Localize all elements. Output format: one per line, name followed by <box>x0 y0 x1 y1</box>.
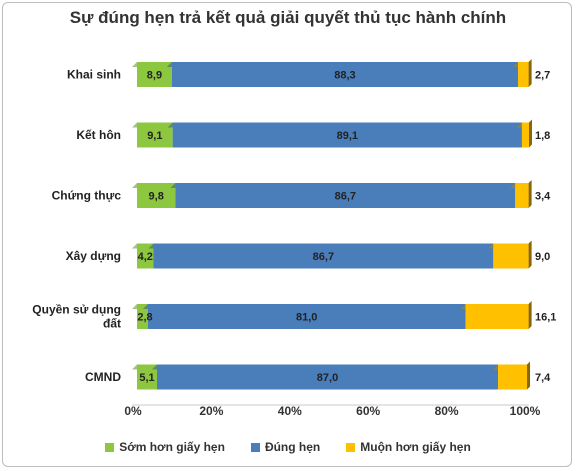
bar-segment <box>515 183 529 208</box>
bar-segment <box>518 62 529 87</box>
category-label: Kết hôn <box>76 128 121 142</box>
data-label-ontime: 86,7 <box>335 191 356 203</box>
data-label-early: 4,2 <box>138 251 153 263</box>
x-tick-label: 20% <box>199 404 223 418</box>
data-label-early: 9,1 <box>147 130 162 142</box>
data-label-ontime: 88,3 <box>334 70 355 82</box>
bar-end-face <box>528 240 532 269</box>
legend-swatch-early <box>105 442 115 452</box>
bar-segment <box>498 364 528 390</box>
bar-segment <box>172 122 522 148</box>
bar-segment <box>156 364 499 390</box>
chart-legend: Sớm hơn giấy hẹn Đúng hẹn Muộn hơn giấy … <box>0 440 576 454</box>
legend-swatch-late <box>346 442 356 452</box>
bar-segment <box>521 122 529 148</box>
bar-segment <box>137 364 157 390</box>
category-label: CMND <box>85 370 121 384</box>
bar-segment <box>137 243 154 269</box>
bar-end-face <box>528 180 532 208</box>
bar-end-face <box>529 119 532 148</box>
category-label: đất <box>103 317 121 331</box>
x-tick-label: 40% <box>278 404 302 418</box>
data-label-late: 2,7 <box>535 70 550 82</box>
bar-end-face <box>528 59 532 87</box>
bar-segment <box>137 62 172 87</box>
legend-swatch-ontime <box>250 442 260 452</box>
data-label-late: 16,1 <box>535 312 556 324</box>
legend-item-late: Muộn hơn giấy hẹn <box>346 440 471 454</box>
bar-segment <box>137 183 176 208</box>
bar-segment <box>137 304 148 329</box>
bar-segment <box>153 243 494 269</box>
category-label: Chứng thực <box>52 189 122 203</box>
legend-label-ontime: Đúng hẹn <box>264 440 321 454</box>
x-tick-label: 0% <box>124 404 142 418</box>
category-label: Quyền sử dụng <box>32 303 121 317</box>
bar-segment <box>171 62 519 87</box>
data-label-early: 8,9 <box>147 70 162 82</box>
data-label-ontime: 81,0 <box>296 312 317 324</box>
data-label-ontime: 87,0 <box>317 372 338 384</box>
data-label-ontime: 86,7 <box>313 251 334 263</box>
x-tick-label: 80% <box>435 404 459 418</box>
data-label-early: 5,1 <box>139 372 154 384</box>
data-label-late: 3,4 <box>535 191 551 203</box>
data-label-ontime: 89,1 <box>337 130 358 142</box>
bar-segment <box>147 304 466 329</box>
bar-end-face <box>527 361 531 390</box>
bar-end-face <box>528 301 532 329</box>
x-tick-label: 100% <box>510 404 541 418</box>
chart-title: Sự đúng hẹn trả kết quả giải quyết thủ t… <box>69 8 507 27</box>
data-label-late: 1,8 <box>535 130 550 142</box>
bar-segment <box>137 122 173 148</box>
data-label-late: 7,4 <box>535 372 551 384</box>
legend-item-ontime: Đúng hẹn <box>250 440 321 454</box>
data-label-late: 9,0 <box>535 251 550 263</box>
legend-label-early: Sớm hơn giấy hẹn <box>119 440 225 454</box>
legend-item-early: Sớm hơn giấy hẹn <box>105 440 225 454</box>
legend-label-late: Muộn hơn giấy hẹn <box>360 440 471 454</box>
category-label: Khai sinh <box>67 68 121 82</box>
bar-segment <box>493 243 529 269</box>
data-label-early: 9,8 <box>149 191 164 203</box>
category-label: Xây dựng <box>66 249 121 263</box>
bar-segment <box>465 304 529 329</box>
x-tick-label: 60% <box>356 404 380 418</box>
data-label-early: 2,8 <box>137 312 152 324</box>
bar-segment <box>175 183 516 208</box>
